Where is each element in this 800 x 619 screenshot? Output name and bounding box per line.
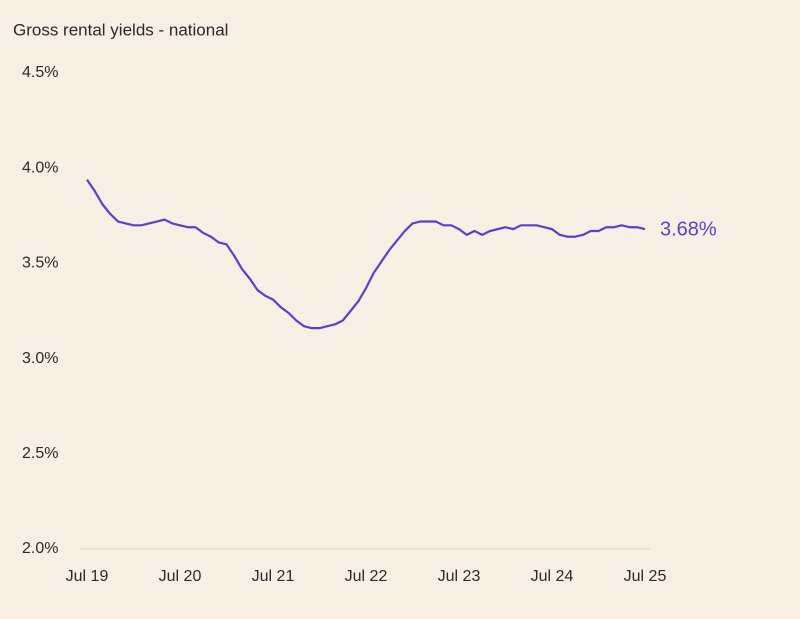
y-tick-label: 3.5% (22, 255, 58, 272)
y-tick-label: 4.5% (22, 64, 58, 81)
x-tick-label: Jul 22 (345, 568, 388, 585)
x-tick-label: Jul 24 (531, 568, 574, 585)
y-tick-label: 4.0% (22, 159, 58, 176)
x-tick-label: Jul 23 (438, 568, 481, 585)
x-tick-label: Jul 21 (252, 568, 295, 585)
x-tick-label: Jul 25 (624, 568, 667, 585)
x-tick-label: Jul 20 (159, 568, 202, 585)
chart-title: Gross rental yields - national (13, 20, 228, 39)
value-label: 3.68% (660, 218, 717, 240)
line (86, 179, 646, 330)
x-tick-label: Jul 19 (66, 568, 109, 585)
y-tick-label: 2.5% (22, 445, 58, 462)
y-tick-label: 3.0% (22, 350, 58, 367)
y-tick-label: 2.0% (22, 540, 58, 557)
